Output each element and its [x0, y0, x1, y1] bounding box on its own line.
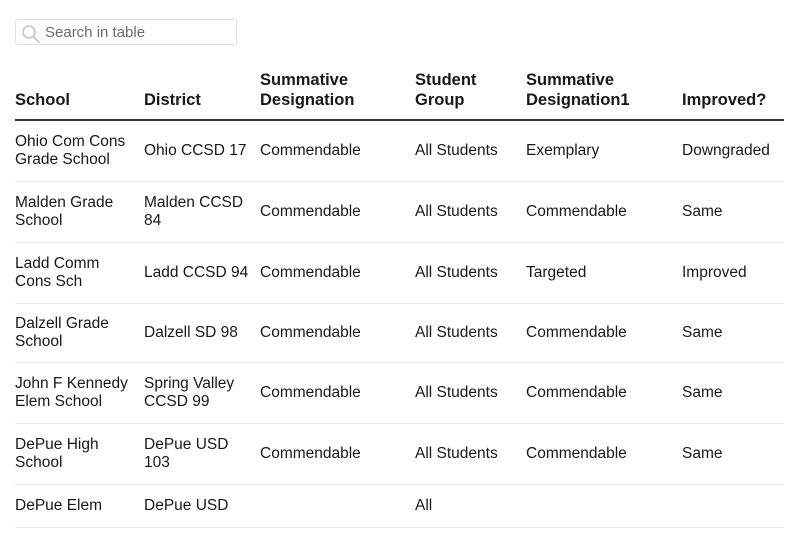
cell-summative-designation: Commendable — [260, 242, 415, 304]
cell-summative-designation1: Targeted — [526, 242, 682, 304]
cell-summative-designation: Commendable — [260, 120, 415, 182]
cell-student-group: All Students — [415, 303, 526, 363]
cell-summative-designation1: Exemplary — [526, 120, 682, 182]
cell-improved: Same — [682, 181, 784, 243]
table-row: DePue High School DePue USD 103 Commenda… — [15, 423, 784, 485]
cell-school: Ohio Com Cons Grade School — [15, 120, 144, 182]
cell-student-group: All Students — [415, 423, 526, 485]
data-table: School District Summative Designation St… — [15, 70, 784, 528]
cell-district: Spring Valley CCSD 99 — [144, 362, 260, 424]
table-row: Malden Grade School Malden CCSD 84 Comme… — [15, 181, 784, 243]
column-header-school[interactable]: School — [15, 70, 144, 121]
cell-school: DePue High School — [15, 423, 144, 485]
cell-school: Dalzell Grade School — [15, 303, 144, 363]
cell-district: DePue USD — [144, 484, 260, 528]
table-header: School District Summative Designation St… — [15, 70, 784, 121]
cell-student-group: All Students — [415, 120, 526, 182]
table-row: DePue Elem DePue USD All — [15, 484, 784, 528]
column-header-summative-designation1[interactable]: Summative Designation1 — [526, 70, 682, 121]
cell-district: Ohio CCSD 17 — [144, 120, 260, 182]
cell-student-group: All — [415, 484, 526, 528]
cell-summative-designation: Commendable — [260, 423, 415, 485]
cell-summative-designation1: Commendable — [526, 303, 682, 363]
cell-student-group: All Students — [415, 242, 526, 304]
header-row: School District Summative Designation St… — [15, 70, 784, 121]
cell-improved: Same — [682, 362, 784, 424]
cell-improved: Same — [682, 423, 784, 485]
cell-school: John F Kennedy Elem School — [15, 362, 144, 424]
cell-summative-designation1: Commendable — [526, 181, 682, 243]
search-icon — [22, 25, 40, 43]
cell-summative-designation1: Commendable — [526, 362, 682, 424]
table-row: Ohio Com Cons Grade School Ohio CCSD 17 … — [15, 120, 784, 182]
cell-student-group: All Students — [415, 181, 526, 243]
column-header-student-group[interactable]: Student Group — [415, 70, 526, 121]
cell-school: Malden Grade School — [15, 181, 144, 243]
table-row: Dalzell Grade School Dalzell SD 98 Comme… — [15, 303, 784, 363]
cell-district: Malden CCSD 84 — [144, 181, 260, 243]
cell-school: Ladd Comm Cons Sch — [15, 242, 144, 304]
table-body: Ohio Com Cons Grade School Ohio CCSD 17 … — [15, 120, 784, 528]
cell-improved: Improved — [682, 242, 784, 304]
table-row: John F Kennedy Elem School Spring Valley… — [15, 362, 784, 424]
cell-summative-designation: Commendable — [260, 303, 415, 363]
cell-summative-designation: Commendable — [260, 362, 415, 424]
cell-improved: Same — [682, 303, 784, 363]
search-box[interactable] — [15, 19, 237, 45]
cell-district: DePue USD 103 — [144, 423, 260, 485]
search-input[interactable] — [45, 20, 233, 44]
cell-summative-designation1: Commendable — [526, 423, 682, 485]
cell-student-group: All Students — [415, 362, 526, 424]
cell-summative-designation: Commendable — [260, 181, 415, 243]
column-header-improved[interactable]: Improved? — [682, 70, 784, 121]
table-row: Ladd Comm Cons Sch Ladd CCSD 94 Commenda… — [15, 242, 784, 304]
column-header-summative-designation[interactable]: Summative Designation — [260, 70, 415, 121]
cell-summative-designation1 — [526, 484, 682, 528]
column-header-district[interactable]: District — [144, 70, 260, 121]
cell-improved: Downgraded — [682, 120, 784, 182]
cell-school: DePue Elem — [15, 484, 144, 528]
cell-district: Ladd CCSD 94 — [144, 242, 260, 304]
cell-summative-designation — [260, 484, 415, 528]
cell-improved — [682, 484, 784, 528]
cell-district: Dalzell SD 98 — [144, 303, 260, 363]
